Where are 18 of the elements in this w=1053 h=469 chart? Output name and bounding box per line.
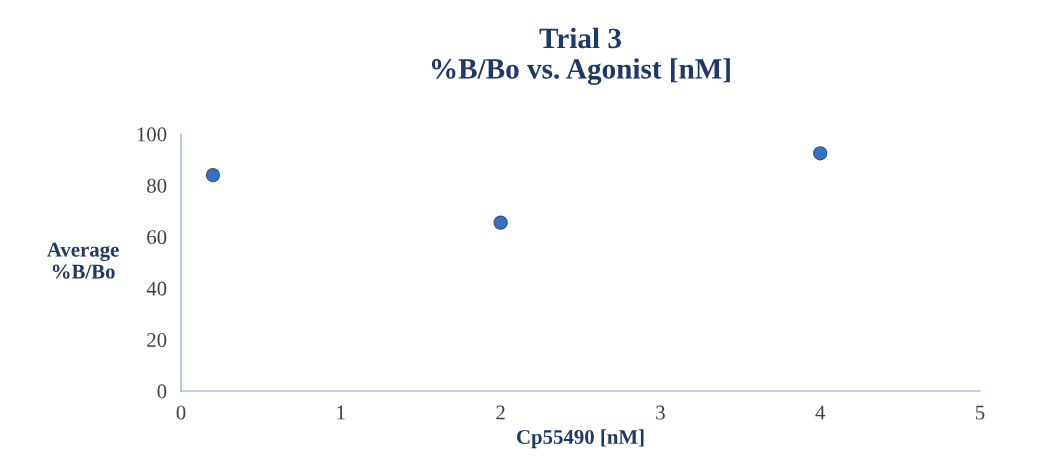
x-tick-label: 4 (815, 405, 826, 420)
chart-title: Trial 3 %B/Bo vs. Agonist [nM] (431, 27, 730, 85)
y-tick-label: 60 (147, 230, 167, 245)
y-tick-label: 0 (157, 384, 167, 399)
point (205, 167, 221, 183)
x-tick-label: 3 (656, 405, 665, 420)
x-tick-label: 1 (337, 405, 345, 420)
y-tick-label: 20 (147, 332, 167, 348)
point (493, 215, 508, 230)
y-tick-label: 40 (146, 281, 167, 296)
x-tick-label: 0 (176, 405, 186, 420)
x-tick-label: 2 (496, 405, 505, 420)
x-tick-label: 5 (976, 405, 985, 420)
y-tick-label: 80 (147, 178, 167, 193)
point (813, 146, 828, 161)
y-axis-title: Average %B/Bo (47, 242, 119, 279)
x-axis-title: Cp55490 [nM] (517, 429, 644, 449)
y-tick-label: 100 (137, 127, 167, 142)
